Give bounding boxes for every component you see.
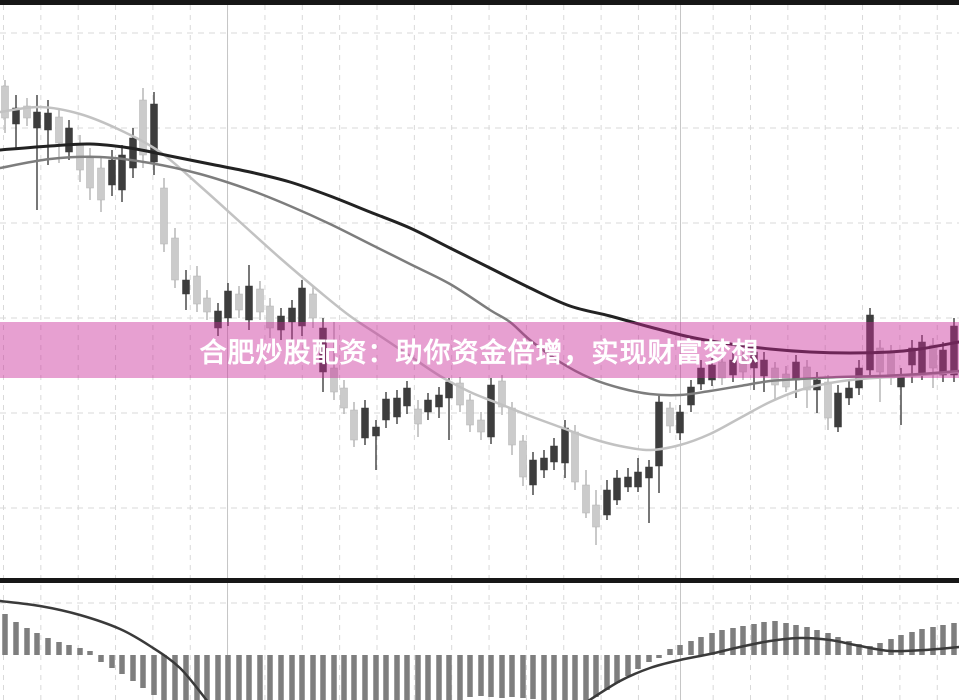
promo-banner: 合肥炒股配资：助你资金倍增，实现财富梦想 — [0, 322, 959, 378]
fast-ma — [0, 105, 959, 452]
panel-separator — [0, 578, 959, 583]
top-border-bar — [0, 0, 959, 5]
promo-banner-text: 合肥炒股配资：助你资金倍增，实现财富梦想 — [199, 337, 760, 368]
mid-ma — [0, 155, 959, 397]
slow-ma — [0, 142, 959, 355]
